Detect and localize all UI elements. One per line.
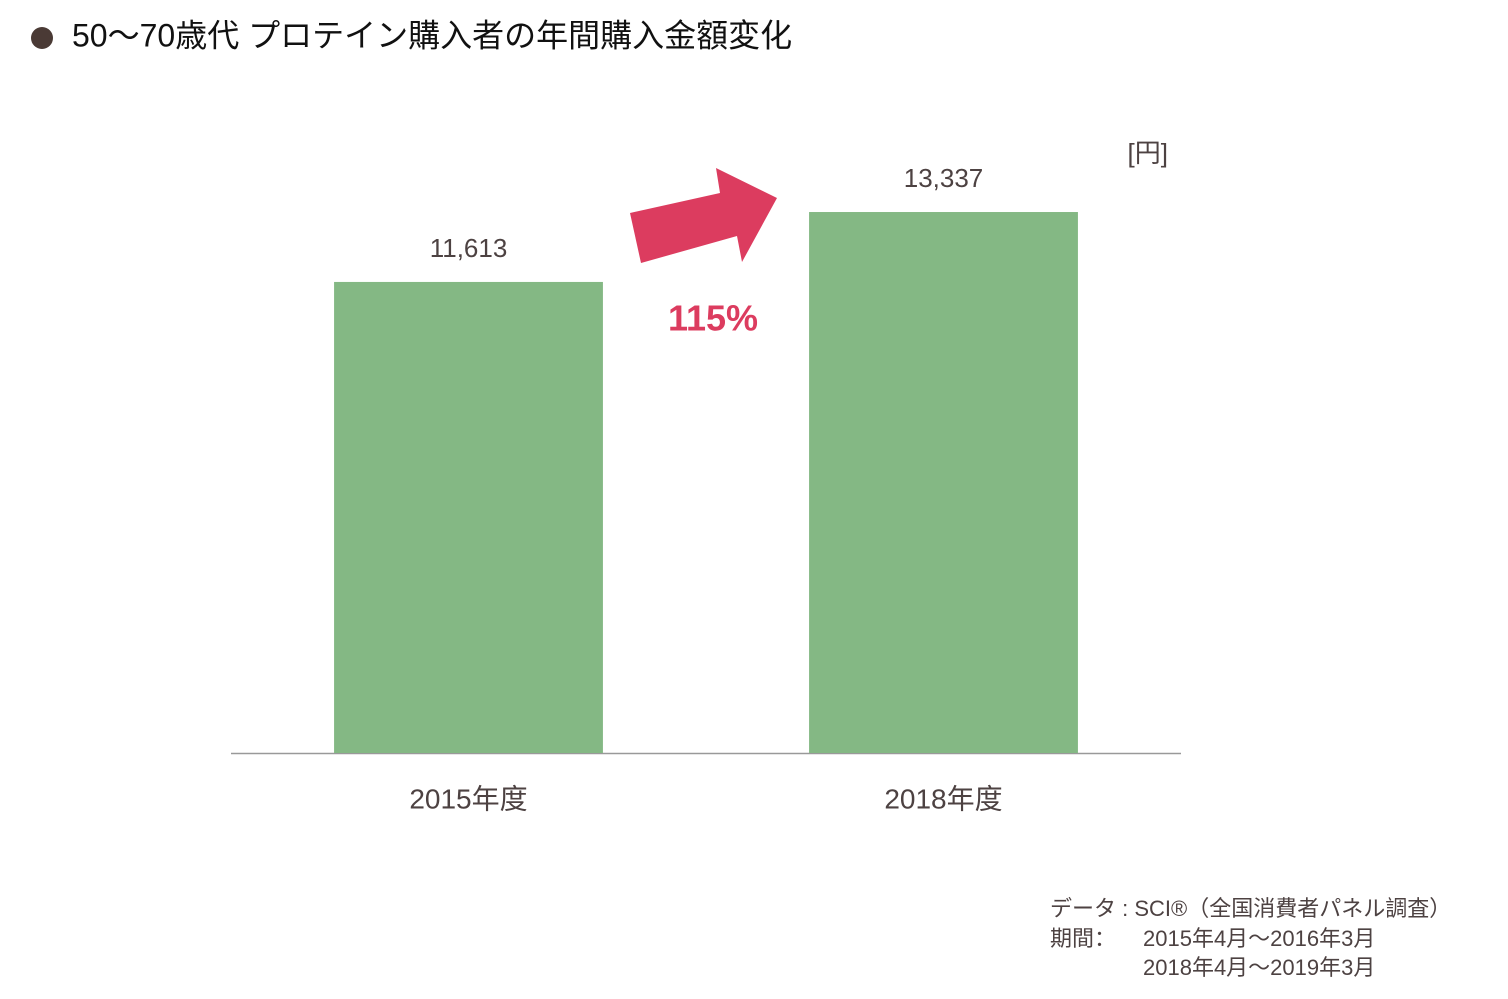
growth-arrow: [630, 168, 777, 263]
unit-label: [円]: [1128, 138, 1168, 168]
value-label: 13,337: [904, 163, 984, 193]
title-bullet: [31, 27, 53, 49]
chart-title: 50～70歳代 プロテイン購入者の年間購入金額変化: [72, 17, 792, 53]
bar: [809, 212, 1078, 753]
source-note: データ : SCI®（全国消費者パネル調査）: [1050, 896, 1451, 921]
x-tick-label: 2015年度: [409, 783, 527, 814]
period-label: 期間：: [1050, 926, 1116, 951]
x-tick-label: 2018年度: [884, 783, 1002, 814]
period: 2018年4月～2019年3月: [1143, 955, 1375, 980]
bar: [334, 281, 603, 753]
period: 2015年4月～2016年3月: [1143, 926, 1375, 951]
growth-annotation: 115%: [668, 298, 758, 339]
value-label: 11,613: [430, 233, 508, 263]
